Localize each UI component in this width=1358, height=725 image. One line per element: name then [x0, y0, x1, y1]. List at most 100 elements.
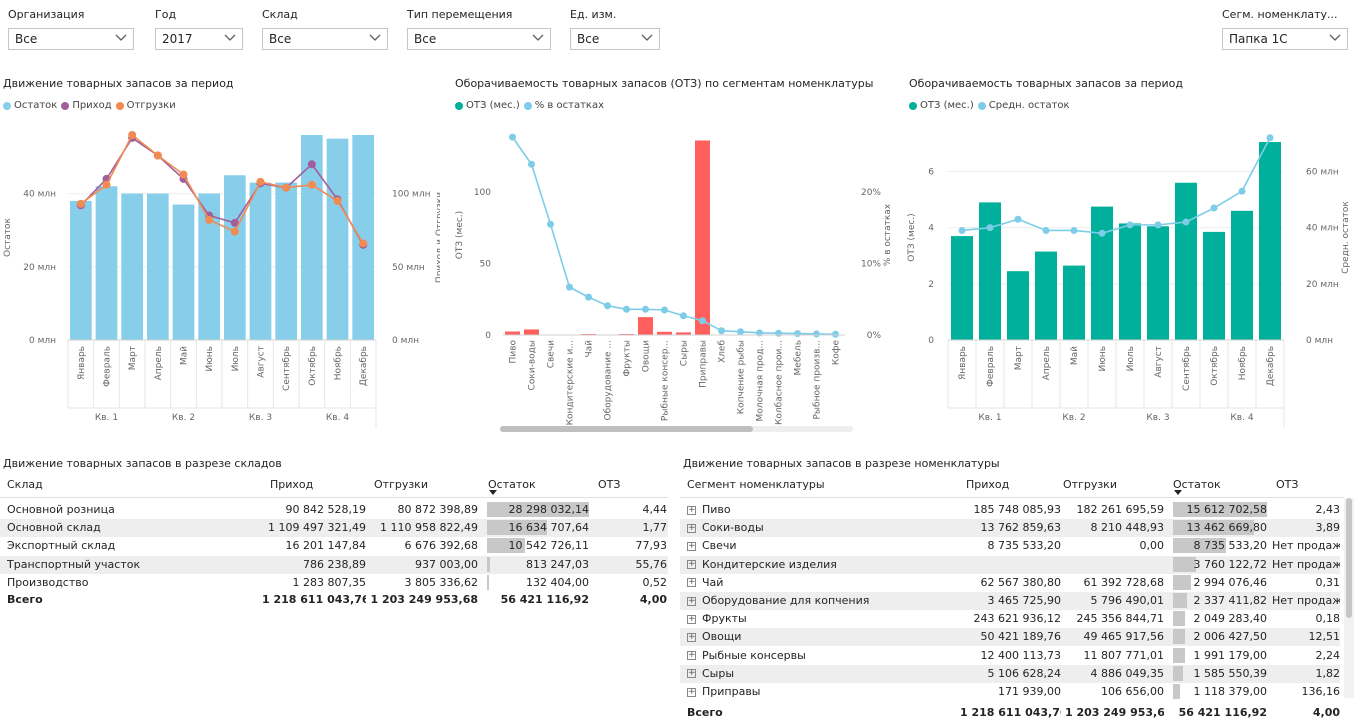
- table-row[interactable]: Транспортный участок 786 238,89 937 003,00…: [0, 555, 668, 574]
- bar-oz[interactable]: [695, 140, 710, 335]
- expand-icon[interactable]: +: [687, 650, 696, 661]
- bar-stock[interactable]: [70, 200, 92, 340]
- point-shipments[interactable]: [282, 183, 291, 192]
- bar-stock[interactable]: [224, 175, 246, 340]
- expand-icon[interactable]: +: [687, 631, 696, 642]
- expand-icon[interactable]: +: [687, 559, 696, 570]
- segment-dropdown[interactable]: Папка 1С: [1222, 28, 1348, 50]
- warehouse-dropdown[interactable]: Все: [262, 28, 388, 50]
- bar-oz[interactable]: [1259, 142, 1281, 340]
- bar-stock[interactable]: [301, 135, 323, 340]
- table-row[interactable]: Основной склад 1 109 497 321,49 1 110 958 …: [0, 519, 668, 538]
- horizontal-scrollbar-thumb[interactable]: [500, 426, 753, 432]
- col-header-income[interactable]: Приход: [966, 478, 1010, 491]
- point-shipments[interactable]: [256, 177, 265, 186]
- point-pct[interactable]: [528, 160, 535, 168]
- point-income[interactable]: [307, 160, 316, 169]
- point-avg-stock[interactable]: [1238, 187, 1246, 195]
- unit-dropdown[interactable]: Все: [570, 28, 660, 50]
- point-shipments[interactable]: [359, 239, 368, 248]
- table-row[interactable]: Производство 1 283 807,35 3 805 336,62 132 …: [0, 574, 668, 592]
- bar-oz[interactable]: [657, 331, 672, 335]
- stock-movement-chart[interactable]: 0 млн 20 млн 40 млн 0 млн 50 млн 100 млн Остат…: [0, 115, 440, 430]
- bar-oz[interactable]: [524, 329, 539, 335]
- bar-stock[interactable]: [198, 193, 220, 340]
- point-pct[interactable]: [737, 328, 744, 336]
- point-avg-stock[interactable]: [1042, 226, 1050, 234]
- expand-icon[interactable]: +: [687, 613, 696, 624]
- point-shipments[interactable]: [179, 170, 188, 179]
- vertical-scrollbar-thumb[interactable]: [1346, 498, 1352, 618]
- bar-oz[interactable]: [676, 332, 691, 335]
- point-pct[interactable]: [775, 329, 782, 337]
- movement-type-dropdown[interactable]: Все: [407, 28, 551, 50]
- bar-oz[interactable]: [1231, 210, 1253, 340]
- table-row[interactable]: + Овощи 50 421 189,76 49 465 917,56 2 006 42…: [680, 628, 1340, 647]
- table-row[interactable]: + Фрукты 243 621 936,12 245 356 844,71 2 049…: [680, 610, 1340, 628]
- col-header-shipments[interactable]: Отгрузки: [1063, 478, 1117, 491]
- point-pct[interactable]: [661, 306, 668, 314]
- legend-item-income[interactable]: Приход: [61, 100, 112, 111]
- expand-icon[interactable]: +: [687, 522, 696, 533]
- col-header-stock[interactable]: Остаток: [488, 478, 536, 491]
- point-avg-stock[interactable]: [1070, 226, 1078, 234]
- col-header-oz[interactable]: ОТЗ: [1276, 478, 1299, 491]
- expand-icon[interactable]: +: [687, 595, 696, 606]
- bar-oz[interactable]: [1147, 226, 1169, 340]
- point-shipments[interactable]: [128, 131, 137, 139]
- point-avg-stock[interactable]: [1182, 218, 1190, 226]
- table-row[interactable]: Основной розница 90 842 528,19 80 872 398,…: [0, 501, 668, 519]
- bar-stock[interactable]: [95, 186, 118, 340]
- bar-stock[interactable]: [172, 204, 195, 340]
- bar-oz[interactable]: [1063, 265, 1085, 340]
- col-header-stock[interactable]: Остаток: [1173, 478, 1221, 491]
- expand-icon[interactable]: +: [687, 504, 696, 515]
- point-pct[interactable]: [832, 330, 839, 338]
- point-shipments[interactable]: [76, 199, 85, 208]
- point-pct[interactable]: [509, 133, 516, 141]
- point-pct[interactable]: [566, 283, 573, 291]
- col-header-shipments[interactable]: Отгрузки: [374, 478, 428, 491]
- legend-item-oz[interactable]: ОТЗ (мес.): [455, 100, 520, 111]
- table-row[interactable]: + Сыры 5 106 628,24 4 886 049,35 1 585 550,3…: [680, 664, 1340, 683]
- table-row[interactable]: + Чай 62 567 380,80 61 392 728,68 2 994 076,…: [680, 574, 1340, 592]
- organization-dropdown[interactable]: Все: [8, 28, 134, 50]
- point-pct[interactable]: [680, 312, 687, 320]
- bar-oz[interactable]: [979, 202, 1001, 340]
- point-pct[interactable]: [604, 302, 611, 310]
- bar-oz[interactable]: [951, 236, 973, 340]
- bar-oz[interactable]: [505, 331, 520, 335]
- point-shipments[interactable]: [307, 180, 316, 189]
- point-pct[interactable]: [699, 317, 706, 325]
- point-avg-stock[interactable]: [1098, 229, 1106, 237]
- bar-stock[interactable]: [326, 138, 349, 340]
- point-avg-stock[interactable]: [1014, 215, 1022, 223]
- table-row[interactable]: + Рыбные консервы 12 400 113,73 11 807 771,…: [680, 647, 1340, 665]
- bar-oz[interactable]: [1007, 271, 1029, 340]
- point-shipments[interactable]: [153, 151, 162, 160]
- expand-icon[interactable]: +: [687, 686, 696, 697]
- year-dropdown[interactable]: 2017: [155, 28, 243, 50]
- table-row[interactable]: + Пиво 185 748 085,93 182 261 695,59 15 612 …: [680, 501, 1340, 519]
- legend-item-shipments[interactable]: Отгрузки: [115, 100, 176, 111]
- legend-item-avg-stock[interactable]: Средн. остаток: [977, 100, 1070, 111]
- col-header-oz[interactable]: ОТЗ: [598, 478, 621, 491]
- table-row[interactable]: + Оборудование для копчения 3 465 725,90 5 …: [680, 592, 1340, 610]
- point-pct[interactable]: [623, 305, 630, 313]
- point-pct[interactable]: [642, 305, 649, 313]
- point-avg-stock[interactable]: [1266, 134, 1274, 142]
- point-pct[interactable]: [813, 330, 820, 338]
- point-avg-stock[interactable]: [958, 226, 966, 234]
- col-header-income[interactable]: Приход: [270, 478, 314, 491]
- table-row[interactable]: Экспортный склад 16 201 147,84 6 676 392,6…: [0, 537, 668, 555]
- bar-stock[interactable]: [147, 193, 169, 340]
- expand-icon[interactable]: +: [687, 577, 696, 588]
- bar-stock[interactable]: [352, 135, 374, 340]
- point-avg-stock[interactable]: [986, 224, 994, 232]
- point-pct[interactable]: [718, 327, 725, 335]
- point-avg-stock[interactable]: [1210, 204, 1218, 212]
- legend-item-oz[interactable]: ОТЗ (мес.): [909, 100, 974, 111]
- vertical-scrollbar-track[interactable]: [1344, 498, 1354, 698]
- bar-stock[interactable]: [121, 193, 143, 340]
